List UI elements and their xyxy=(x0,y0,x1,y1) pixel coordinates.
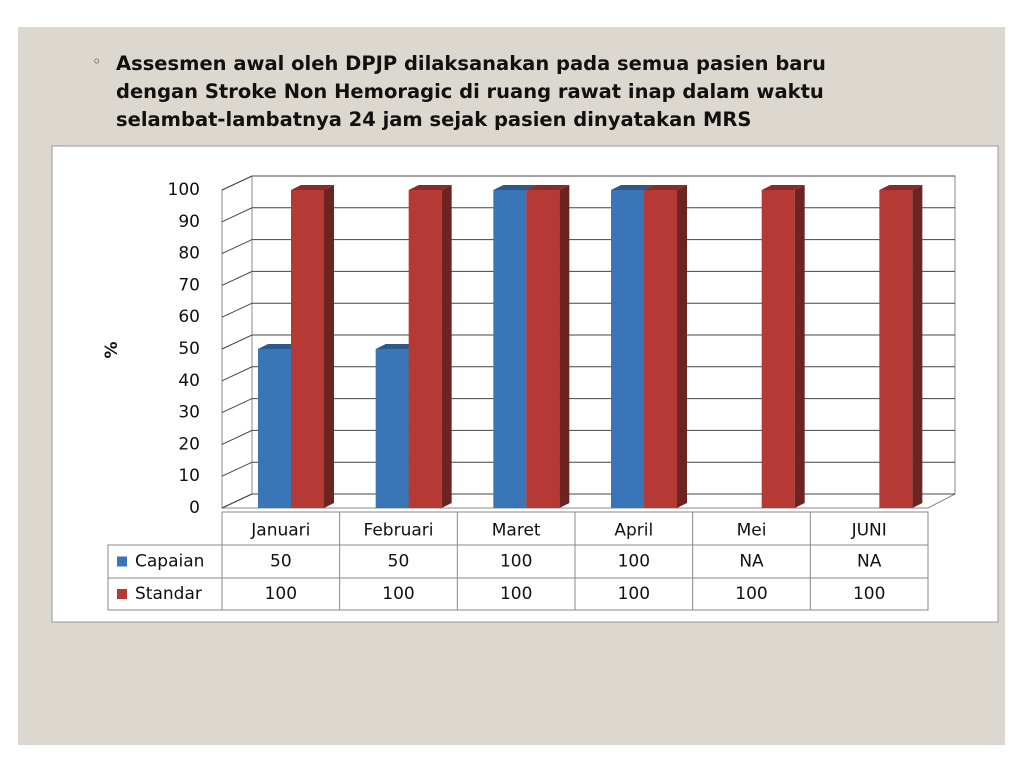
table-cell: 100 xyxy=(853,584,885,604)
table-cell: 100 xyxy=(265,584,297,604)
table-cell: 100 xyxy=(618,584,650,604)
bar xyxy=(291,190,324,508)
grid-line xyxy=(221,429,955,445)
bar xyxy=(879,190,913,508)
bar xyxy=(493,190,527,508)
bar xyxy=(526,190,560,508)
x-tick-label: Mei xyxy=(737,521,767,541)
legend-swatch xyxy=(117,589,127,599)
table-cell: 100 xyxy=(500,552,532,572)
grid-line xyxy=(221,334,955,350)
bar xyxy=(644,190,677,508)
grid-line xyxy=(221,239,955,255)
grid-line xyxy=(221,366,955,382)
grid-line xyxy=(221,493,955,509)
y-tick-label: 80 xyxy=(178,244,200,264)
grid-line xyxy=(221,270,955,286)
legend-label: Standar xyxy=(135,584,202,604)
bar xyxy=(408,190,442,508)
bar-top xyxy=(761,185,805,190)
bar-side xyxy=(324,185,334,508)
legend-label: Capaian xyxy=(135,552,204,572)
table-cell: 100 xyxy=(500,584,532,604)
grid-line xyxy=(221,302,955,318)
bar-side xyxy=(912,185,923,508)
bar-top xyxy=(879,185,923,190)
y-axis-label: % xyxy=(102,341,122,358)
bar-top xyxy=(493,185,537,190)
table-cell: 100 xyxy=(382,584,414,604)
grid-line xyxy=(221,175,955,191)
y-tick-label: 0 xyxy=(189,498,200,518)
bar-top xyxy=(408,185,452,190)
bar-top xyxy=(644,185,687,190)
bar-top xyxy=(526,185,570,190)
table-cell: 50 xyxy=(270,552,292,572)
x-tick-label: Februari xyxy=(364,521,434,541)
y-tick-label: 90 xyxy=(178,212,200,232)
table-cell: 50 xyxy=(388,552,410,572)
x-tick-label: April xyxy=(614,521,653,541)
bullet: ◦ xyxy=(92,52,102,71)
slide-title: Assesmen awal oleh DPJP dilaksanakan pad… xyxy=(116,52,826,131)
grid-line xyxy=(221,207,955,223)
bar xyxy=(761,190,795,508)
y-tick-label: 70 xyxy=(178,275,200,295)
x-tick-label: Maret xyxy=(492,521,541,541)
bar xyxy=(258,349,291,508)
x-tick-label: Januari xyxy=(250,521,310,541)
grid-line xyxy=(221,398,955,414)
y-tick-label: 10 xyxy=(178,466,200,486)
bar-side xyxy=(441,185,452,508)
table-cell: NA xyxy=(857,552,882,572)
y-tick-label: 50 xyxy=(178,339,200,359)
bar-top xyxy=(375,344,419,349)
y-tick-label: 60 xyxy=(178,307,200,327)
legend-swatch xyxy=(117,556,127,567)
grid-line xyxy=(221,461,955,477)
bar xyxy=(611,190,644,508)
bar-top xyxy=(258,344,301,349)
bar-side xyxy=(677,185,687,508)
y-tick-label: 30 xyxy=(178,403,200,423)
bar-top xyxy=(611,185,654,190)
y-tick-label: 100 xyxy=(168,180,200,200)
bar-top xyxy=(291,185,334,190)
bar xyxy=(375,349,409,508)
x-tick-label: JUNI xyxy=(851,521,887,541)
bar-side xyxy=(794,185,805,508)
bar-side xyxy=(559,185,570,508)
table-cell: NA xyxy=(739,552,764,572)
table-cell: 100 xyxy=(735,584,767,604)
table-cell: 100 xyxy=(618,552,650,572)
y-tick-label: 20 xyxy=(178,434,200,454)
y-tick-label: 40 xyxy=(178,371,200,391)
